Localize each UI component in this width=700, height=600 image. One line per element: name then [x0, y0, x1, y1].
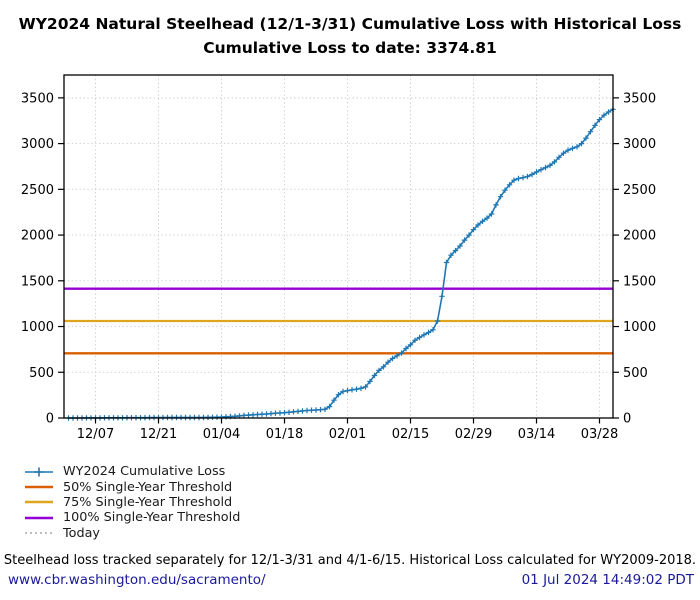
legend-swatch-100pct [25, 516, 53, 520]
legend-swatch-75pct [25, 501, 53, 504]
cumulative-loss-line [68, 108, 614, 419]
x-tick-label: 03/14 [518, 427, 555, 442]
x-tick-label: 01/04 [203, 427, 240, 442]
y-tick-label-left: 1500 [21, 274, 54, 289]
footer: www.cbr.washington.edu/sacramento/ 01 Ju… [8, 572, 694, 588]
y-tick-label-left: 2500 [21, 183, 54, 198]
y-tick-label-left: 500 [29, 366, 54, 381]
gridlines [64, 75, 613, 418]
cumulative-loss-markers [65, 106, 616, 421]
chart-title-line2: Cumulative Loss to date: 3374.81 [203, 39, 497, 57]
legend-label: 50% Single-Year Threshold [63, 479, 233, 495]
y-tick-label-left: 3500 [21, 91, 54, 106]
y-tick-label-right: 2500 [623, 183, 656, 198]
chart-title: WY2024 Natural Steelhead (12/1-3/31) Cum… [0, 12, 700, 60]
chart-title-line1: WY2024 Natural Steelhead (12/1-3/31) Cum… [18, 15, 682, 33]
chart-legend: WY2024 Cumulative Loss 50% Single-Year T… [24, 464, 240, 541]
y-tick-label-right: 0 [623, 412, 631, 427]
y-tick-label-right: 3000 [623, 137, 656, 152]
y-tick-label-left: 0 [46, 412, 54, 427]
legend-label: WY2024 Cumulative Loss [63, 464, 226, 480]
x-tick-label: 12/21 [140, 427, 177, 442]
y-tick-label-left: 2000 [21, 229, 54, 244]
legend-item-75pct-threshold: 75% Single-Year Threshold [24, 495, 240, 510]
legend-swatch-today [25, 532, 53, 534]
legend-swatch-cumulative-loss [25, 467, 53, 477]
x-tick-label: 01/18 [266, 427, 303, 442]
cumulative-loss-chart: 12/07 12/21 01/04 01/18 02/01 02/15 02/29 03/14… [21, 74, 656, 442]
x-tick-label: 12/07 [77, 427, 114, 442]
y-tick-label-left: 3000 [21, 137, 54, 152]
y-tick-label-right: 2000 [623, 229, 656, 244]
axis-ticks [58, 97, 619, 424]
legend-item-50pct-threshold: 50% Single-Year Threshold [24, 479, 240, 495]
x-tick-label: 02/01 [329, 427, 366, 442]
y-tick-label-left: 1000 [21, 320, 54, 335]
cbr-site-link[interactable]: www.cbr.washington.edu/sacramento/ [8, 572, 266, 588]
y-tick-label-right: 1500 [623, 274, 656, 289]
y-tick-label-right: 3500 [623, 91, 656, 106]
x-tick-label: 02/15 [392, 427, 429, 442]
y-tick-label-right: 1000 [623, 320, 656, 335]
legend-label: Today [63, 525, 101, 541]
x-tick-label: 02/29 [455, 427, 492, 442]
legend-item-today: Today [24, 526, 240, 541]
legend-swatch-50pct [25, 485, 53, 489]
y-tick-label-right: 500 [623, 366, 648, 381]
legend-label: 100% Single-Year Threshold [63, 510, 241, 526]
timestamp: 01 Jul 2024 14:49:02 PDT [521, 572, 694, 588]
plot-border [63, 74, 614, 419]
legend-item-100pct-threshold: 100% Single-Year Threshold [24, 510, 240, 525]
legend-item-cumulative-loss: WY2024 Cumulative Loss [24, 464, 240, 479]
threshold-lines [64, 287, 613, 355]
footnote: Steelhead loss tracked separately for 12… [3, 553, 697, 568]
axis-tick-labels: 12/07 12/21 01/04 01/18 02/01 02/15 02/29 03/14… [21, 91, 656, 442]
x-tick-label: 03/28 [581, 427, 618, 442]
legend-label: 75% Single-Year Threshold [63, 494, 233, 510]
